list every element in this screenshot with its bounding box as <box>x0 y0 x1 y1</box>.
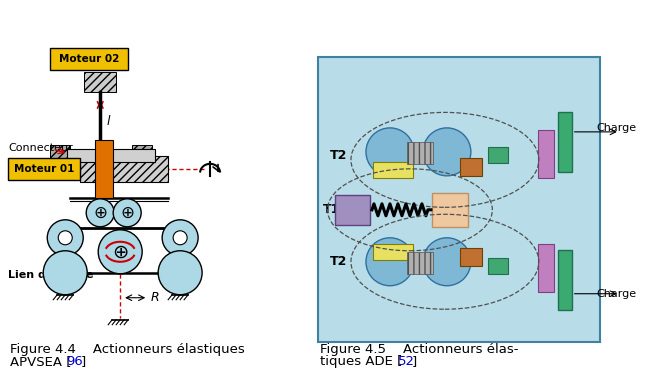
Bar <box>538 130 553 178</box>
Text: R: R <box>389 247 397 257</box>
Text: ]: ] <box>80 355 85 368</box>
Circle shape <box>98 230 142 274</box>
Circle shape <box>423 128 471 176</box>
Circle shape <box>86 199 114 227</box>
Text: ⊕: ⊕ <box>93 204 107 222</box>
Text: WG: WG <box>464 162 478 171</box>
Text: Charge: Charge <box>597 289 637 299</box>
Circle shape <box>173 231 187 245</box>
Bar <box>95 140 113 198</box>
Bar <box>488 147 508 163</box>
Circle shape <box>366 128 414 176</box>
Circle shape <box>366 238 414 286</box>
Bar <box>538 244 553 292</box>
Bar <box>132 145 152 167</box>
Bar <box>373 162 413 178</box>
Bar <box>50 48 128 70</box>
Text: S: S <box>386 147 394 157</box>
Bar <box>558 112 572 172</box>
Bar <box>67 149 155 162</box>
Bar <box>373 244 413 260</box>
Text: R: R <box>389 165 397 175</box>
Text: 52: 52 <box>398 355 415 368</box>
Circle shape <box>47 220 83 256</box>
Bar <box>335 195 370 225</box>
Circle shape <box>43 251 87 295</box>
Text: 96: 96 <box>66 355 83 368</box>
Text: CS: CS <box>493 261 504 270</box>
Text: Charge: Charge <box>597 123 637 133</box>
Text: Figure 4.4    Actionneurs élastiques: Figure 4.4 Actionneurs élastiques <box>10 343 245 356</box>
Text: Figure 4.5    Actionneurs élas-: Figure 4.5 Actionneurs élas- <box>320 343 519 356</box>
Text: T2: T2 <box>330 149 347 162</box>
Text: T2: T2 <box>330 255 347 268</box>
Text: tiques ADE [: tiques ADE [ <box>320 355 402 368</box>
Bar <box>460 248 482 266</box>
Text: FS: FS <box>540 263 552 272</box>
Circle shape <box>423 238 471 286</box>
Bar <box>460 158 482 176</box>
Circle shape <box>158 251 202 295</box>
Bar <box>84 72 116 92</box>
Text: Moteur 02: Moteur 02 <box>59 54 119 64</box>
Text: T1: T1 <box>323 203 341 216</box>
Text: FS: FS <box>540 149 552 158</box>
Circle shape <box>162 220 198 256</box>
Bar <box>407 252 433 274</box>
Circle shape <box>113 199 141 227</box>
Bar <box>318 57 600 342</box>
Text: ⊕: ⊕ <box>112 242 128 261</box>
Circle shape <box>58 231 72 245</box>
Text: APVSEA [: APVSEA [ <box>10 355 72 368</box>
Text: C: C <box>347 203 356 216</box>
Bar <box>407 142 433 164</box>
Text: WG: WG <box>464 252 478 261</box>
Text: R: R <box>150 291 159 304</box>
Text: ⊕: ⊕ <box>121 204 134 222</box>
Bar <box>9 158 80 180</box>
Bar <box>50 145 70 167</box>
Bar <box>432 193 468 227</box>
Bar <box>558 250 572 310</box>
Text: S: S <box>443 257 451 267</box>
Text: CS: CS <box>493 150 504 159</box>
Text: l: l <box>106 115 109 128</box>
Text: S: S <box>386 257 394 267</box>
Text: Lien de sortie: Lien de sortie <box>9 270 94 280</box>
Bar <box>80 156 168 182</box>
Text: Moteur 01: Moteur 01 <box>14 164 75 174</box>
Text: Connecteur: Connecteur <box>9 143 73 153</box>
Text: ]: ] <box>412 355 417 368</box>
Text: S: S <box>443 147 451 157</box>
Bar <box>488 258 508 274</box>
